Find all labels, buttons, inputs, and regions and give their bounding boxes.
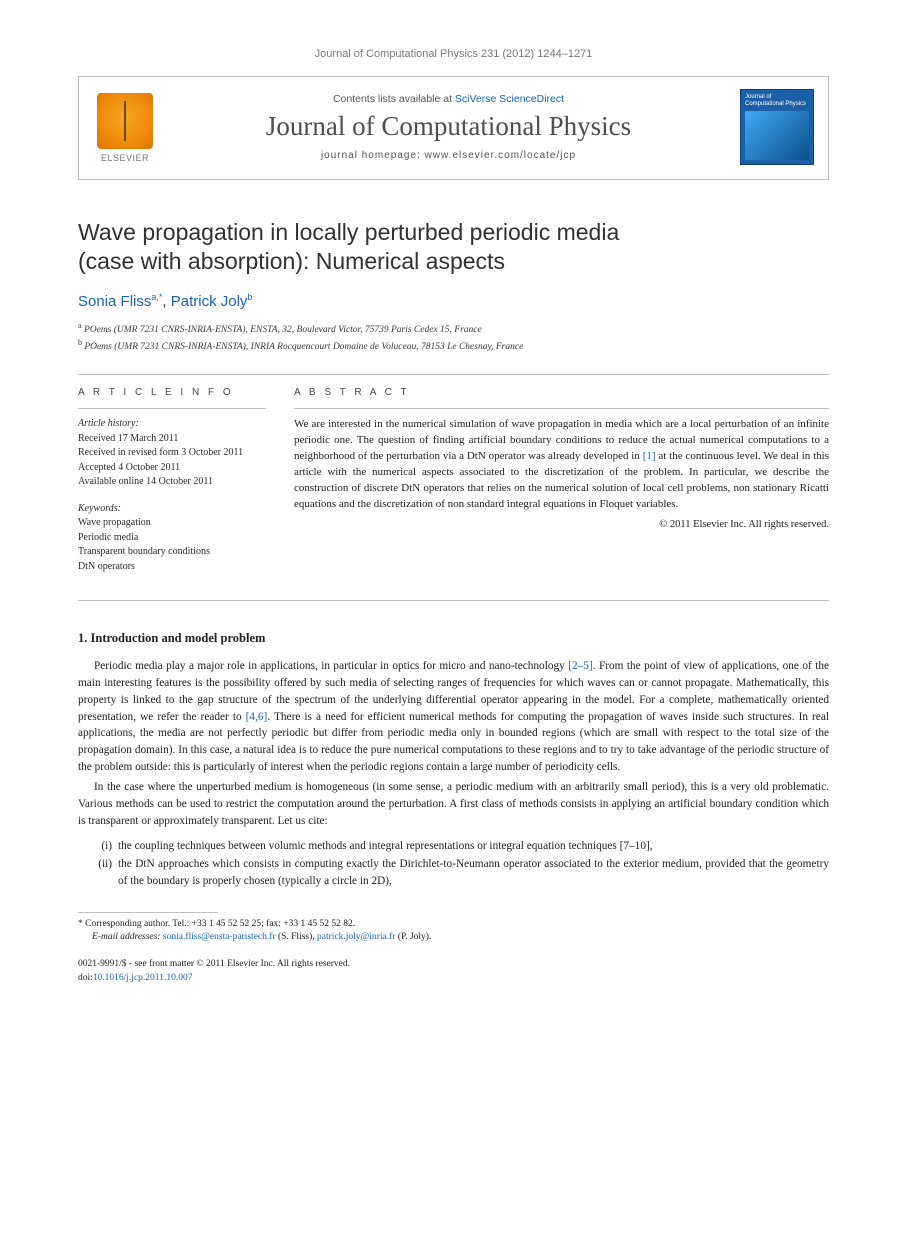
keyword: Transparent boundary conditions [78, 545, 266, 560]
author-separator: , [162, 293, 170, 310]
contents-lists-line: Contents lists available at SciVerse Sci… [171, 93, 726, 105]
info-bottom-rule [78, 600, 829, 601]
intro-paragraph-2: In the case where the unperturbed medium… [78, 779, 829, 829]
intro-paragraph-1: Periodic media play a major role in appl… [78, 658, 829, 775]
journal-header-box: ELSEVIER Contents lists available at Sci… [78, 76, 829, 180]
enum-body-ii: the DtN approaches which consists in com… [118, 856, 829, 889]
author-1[interactable]: Sonia Fliss [78, 293, 151, 310]
email-1-who: (S. Fliss), [276, 932, 317, 942]
email-label: E-mail addresses: [92, 932, 163, 942]
enum-i-b: , [650, 840, 653, 852]
author-list: Sonia Flissa,*, Patrick Jolyb [78, 292, 829, 310]
title-line-1: Wave propagation in locally perturbed pe… [78, 219, 619, 245]
affiliation-b: b POems (UMR 7231 CNRS-INRIA-ENSTA), INR… [78, 337, 829, 354]
article-title: Wave propagation in locally perturbed pe… [78, 218, 829, 276]
doi-label: doi: [78, 973, 93, 983]
article-info-heading: A R T I C L E I N F O [78, 387, 266, 398]
journal-homepage: journal homepage: www.elsevier.com/locat… [171, 150, 726, 161]
section-1-heading: 1. Introduction and model problem [78, 631, 829, 646]
affiliation-a: a POems (UMR 7231 CNRS-INRIA-ENSTA), ENS… [78, 320, 829, 337]
history-item: Received in revised form 3 October 2011 [78, 446, 266, 461]
info-abstract-row: A R T I C L E I N F O Article history: R… [78, 375, 829, 600]
elsevier-logo: ELSEVIER [93, 89, 157, 165]
keyword: Wave propagation [78, 516, 266, 531]
cover-art-icon [745, 111, 809, 160]
abstract-copyright: © 2011 Elsevier Inc. All rights reserved… [294, 519, 829, 530]
enumeration: (i) the coupling techniques between volu… [92, 838, 829, 890]
keyword: DtN operators [78, 560, 266, 575]
cover-caption: Journal of Computational Physics [741, 90, 813, 107]
enum-label-ii: (ii) [92, 856, 118, 889]
journal-cover-thumbnail: Journal of Computational Physics [740, 89, 814, 165]
affiliation-b-text: POems (UMR 7231 CNRS-INRIA-ENSTA), INRIA… [84, 342, 523, 352]
history-item: Received 17 March 2011 [78, 432, 266, 447]
doi-line: doi:10.1016/j.jcp.2011.10.007 [78, 972, 829, 985]
title-line-2: (case with absorption): Numerical aspect… [78, 248, 505, 274]
enum-label-i: (i) [92, 838, 118, 855]
email-2[interactable]: patrick.joly@inria.fr [317, 932, 395, 942]
sciencedirect-link[interactable]: SciVerse ScienceDirect [455, 93, 564, 105]
author-1-affil-sup: a, [151, 292, 159, 302]
abstract-ref-1[interactable]: [1] [643, 450, 656, 462]
p1-ref-4-6[interactable]: [4,6] [246, 711, 268, 723]
elsevier-tree-icon [97, 93, 153, 149]
doi-link[interactable]: 10.1016/j.jcp.2011.10.007 [93, 973, 193, 983]
homepage-label: journal homepage: [321, 150, 425, 161]
author-2[interactable]: Patrick Joly [171, 293, 248, 310]
running-head: Journal of Computational Physics 231 (20… [78, 48, 829, 60]
issn-line: 0021-9991/$ - see front matter © 2011 El… [78, 958, 829, 971]
p1-ref-2-5[interactable]: [2–5] [568, 660, 592, 672]
bottom-meta: 0021-9991/$ - see front matter © 2011 El… [78, 958, 829, 985]
enum-i-a: the coupling techniques between volumic … [118, 840, 620, 852]
keywords-head: Keywords: [78, 502, 266, 517]
abstract-heading: A B S T R A C T [294, 387, 829, 398]
affiliations: a POems (UMR 7231 CNRS-INRIA-ENSTA), ENS… [78, 320, 829, 355]
enum-item-i: (i) the coupling techniques between volu… [92, 838, 829, 855]
info-inner-rule [78, 408, 266, 409]
footnote-rule [78, 912, 218, 913]
header-center: Contents lists available at SciVerse Sci… [171, 89, 726, 165]
history-item: Available online 14 October 2011 [78, 475, 266, 490]
keyword: Periodic media [78, 531, 266, 546]
enum-i-ref[interactable]: [7–10] [620, 840, 650, 852]
abstract-text: We are interested in the numerical simul… [294, 417, 829, 513]
homepage-url[interactable]: www.elsevier.com/locate/jcp [425, 150, 577, 161]
enum-item-ii: (ii) the DtN approaches which consists i… [92, 856, 829, 889]
article-history-head: Article history: [78, 417, 266, 432]
abstract-inner-rule [294, 408, 829, 409]
abstract-column: A B S T R A C T We are interested in the… [294, 387, 829, 586]
article-info-column: A R T I C L E I N F O Article history: R… [78, 387, 266, 586]
elsevier-wordmark: ELSEVIER [101, 153, 149, 163]
keywords-block: Keywords: Wave propagation Periodic medi… [78, 502, 266, 575]
p1-a: Periodic media play a major role in appl… [94, 660, 568, 672]
article-history-block: Article history: Received 17 March 2011 … [78, 417, 266, 490]
contents-prefix: Contents lists available at [333, 93, 455, 105]
email-line: E-mail addresses: sonia.fliss@ensta-pari… [78, 931, 829, 944]
email-1[interactable]: sonia.fliss@ensta-paristech.fr [163, 932, 276, 942]
email-2-who: (P. Joly). [395, 932, 431, 942]
corr-line: * Corresponding author. Tel.: +33 1 45 5… [78, 918, 829, 931]
journal-name: Journal of Computational Physics [171, 111, 726, 142]
history-item: Accepted 4 October 2011 [78, 461, 266, 476]
enum-body-i: the coupling techniques between volumic … [118, 838, 829, 855]
affiliation-a-text: POems (UMR 7231 CNRS-INRIA-ENSTA), ENSTA… [84, 325, 482, 335]
corresponding-author-footnote: * Corresponding author. Tel.: +33 1 45 5… [78, 918, 829, 945]
author-2-affil-sup: b [247, 292, 252, 302]
